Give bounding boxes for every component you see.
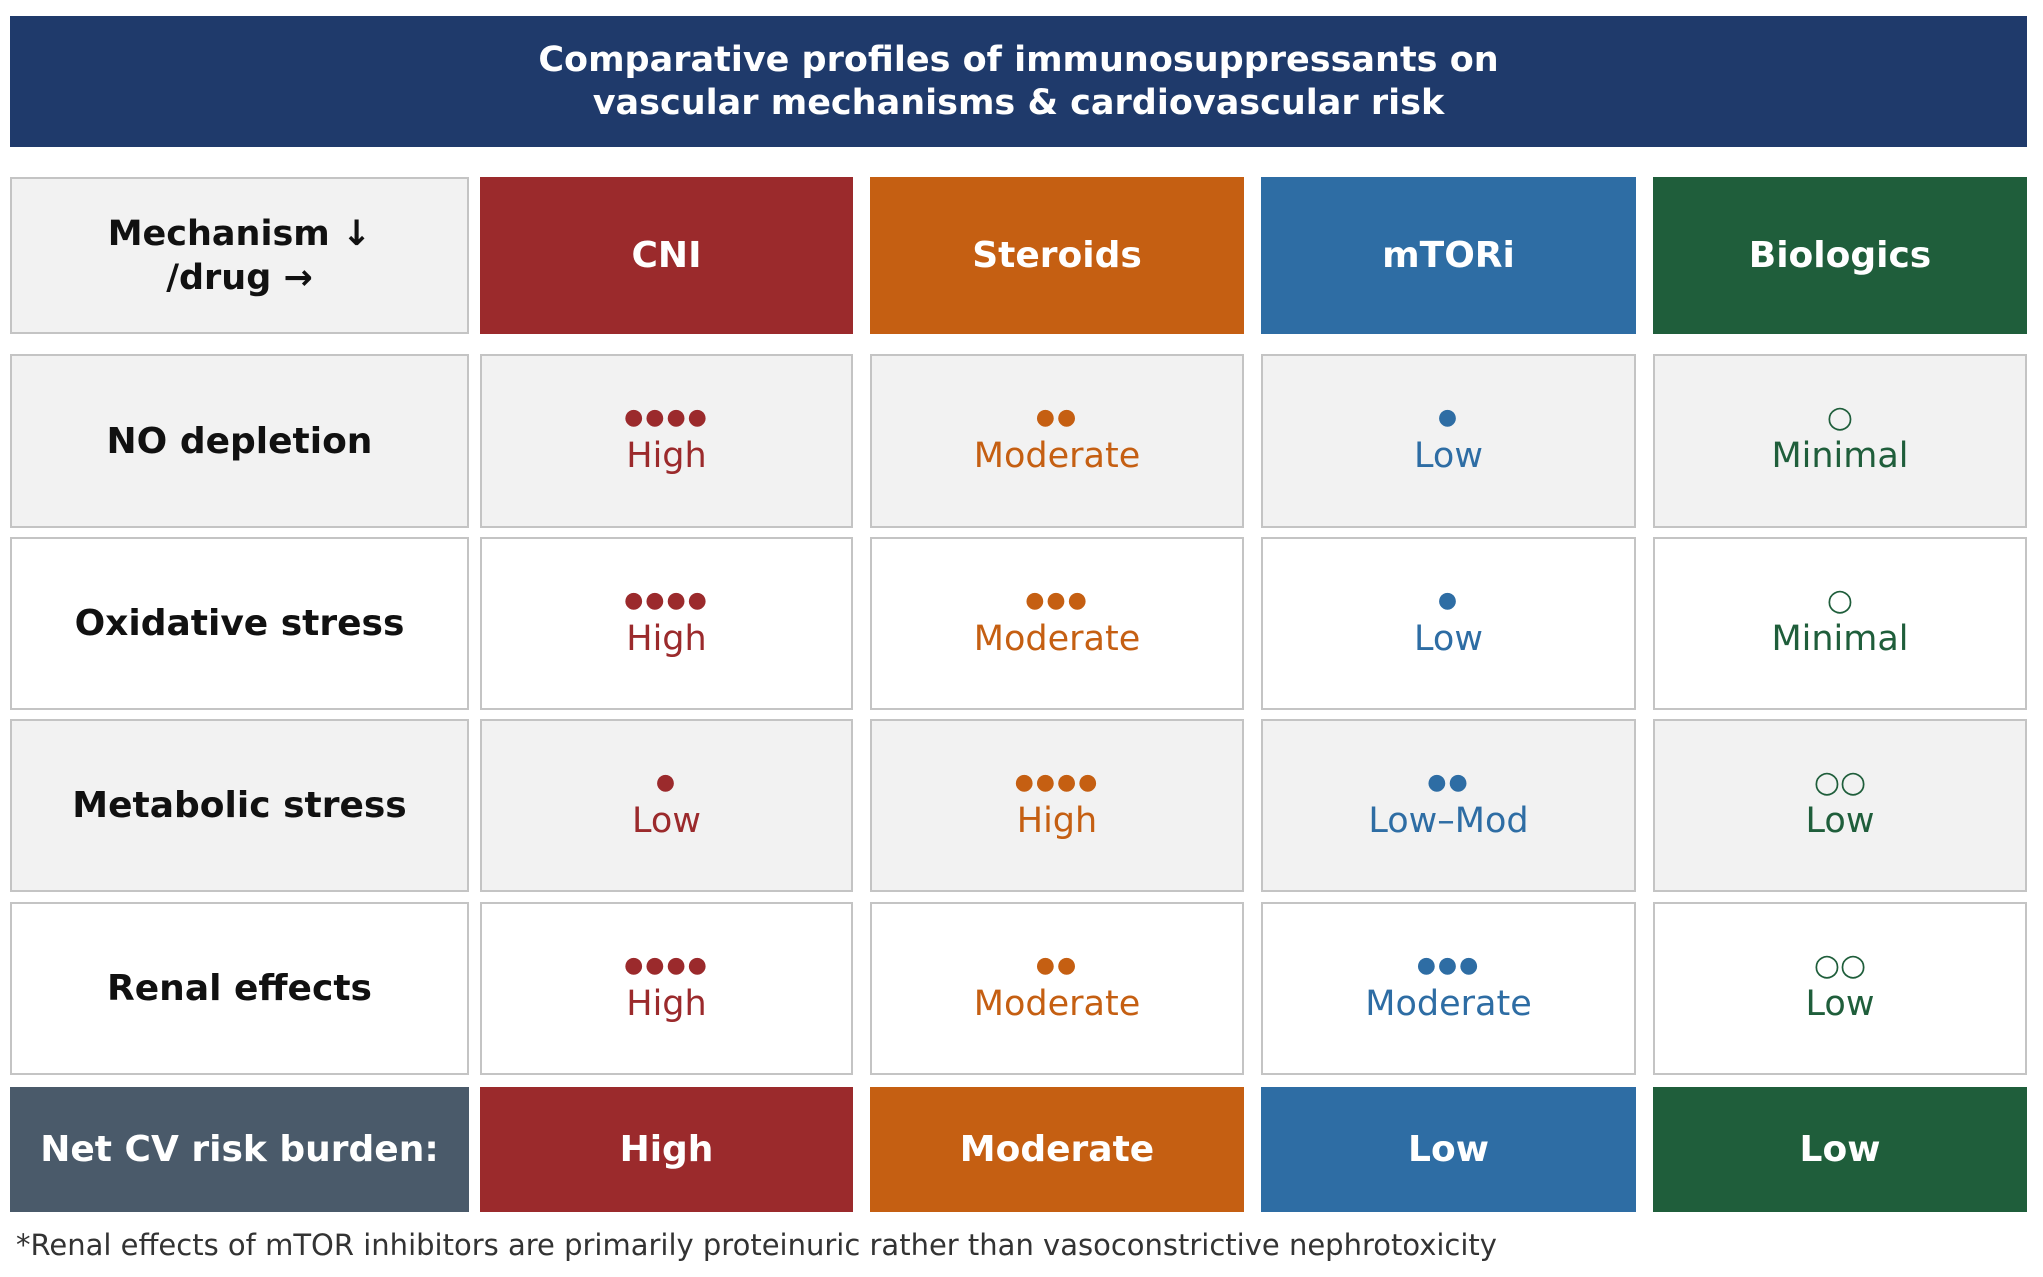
rating-cell: ●● Low–Mod: [1261, 719, 1636, 892]
title-line: Comparative profiles of immunosuppressan…: [538, 39, 1499, 80]
rating-level: Low: [1414, 618, 1483, 659]
column-header: mTORi: [1261, 177, 1636, 334]
row-label: Metabolic stress: [10, 719, 469, 892]
footer-value: Low: [1653, 1087, 2027, 1212]
rating-symbol: ●●●: [1025, 587, 1089, 613]
row-label: Oxidative stress: [10, 537, 469, 710]
rating-level: High: [1016, 800, 1098, 841]
rating-symbol: ○○: [1813, 764, 1867, 800]
rating-symbol: ●: [1437, 405, 1460, 430]
rating-symbol: ○: [1826, 582, 1854, 618]
rating-symbol: ●●●: [1416, 952, 1481, 978]
rating-cell: ●●● Moderate: [1261, 902, 1636, 1075]
rating-level: High: [626, 436, 707, 476]
rating-level: Low: [1805, 800, 1875, 841]
footer-value: High: [480, 1087, 853, 1212]
rating-cell: ●●●● High: [480, 902, 853, 1075]
rating-level: Moderate: [1365, 983, 1532, 1024]
rating-symbol: ●●: [1035, 952, 1079, 978]
rating-cell: ○ Minimal: [1653, 354, 2027, 528]
corner-text: /drug →: [166, 257, 313, 298]
rating-level: Minimal: [1771, 436, 1909, 476]
rating-level: Low: [632, 800, 701, 841]
footnote: *Renal effects of mTOR inhibitors are pr…: [16, 1228, 1497, 1262]
rating-cell: ● Low: [480, 719, 853, 892]
rating-cell: ●●●● High: [870, 719, 1244, 892]
rating-level: Minimal: [1771, 618, 1909, 659]
rating-symbol: ●●●●: [624, 587, 709, 613]
rating-symbol: ●: [655, 769, 678, 795]
rating-cell: ○ Minimal: [1653, 537, 2027, 710]
rating-level: Low: [1805, 983, 1875, 1024]
corner-text: Mechanism ↓: [107, 213, 372, 254]
rating-cell: ● Low: [1261, 537, 1636, 710]
rating-cell: ●● Moderate: [870, 902, 1244, 1075]
rating-cell: ●●● Moderate: [870, 537, 1244, 710]
footer-value: Moderate: [870, 1087, 1244, 1212]
rating-symbol: ○○: [1813, 947, 1867, 983]
rating-level: Moderate: [973, 618, 1141, 659]
rating-symbol: ●●●●: [624, 405, 709, 430]
rating-symbol: ●●●●: [624, 952, 709, 978]
rating-cell: ● Low: [1261, 354, 1636, 528]
column-header: Steroids: [870, 177, 1244, 334]
corner-cell: Mechanism ↓/drug →: [10, 177, 469, 334]
title-bar: Comparative profiles of immunosuppressan…: [10, 16, 2027, 147]
rating-cell: ●●●● High: [480, 537, 853, 710]
rating-level: High: [626, 983, 707, 1024]
rating-symbol: ●: [1437, 587, 1460, 613]
rating-cell: ○○ Low: [1653, 719, 2027, 892]
row-label: NO depletion: [10, 354, 469, 528]
title-line: vascular mechanisms & cardiovascular ris…: [592, 82, 1445, 123]
rating-level: Moderate: [973, 436, 1141, 476]
rating-level: Low–Mod: [1368, 800, 1529, 841]
rating-cell: ○○ Low: [1653, 902, 2027, 1075]
rating-symbol: ○: [1826, 400, 1854, 435]
column-header: Biologics: [1653, 177, 2027, 334]
rating-symbol: ●●: [1427, 769, 1470, 795]
rating-cell: ●●●● High: [480, 354, 853, 528]
rating-symbol: ●●●●: [1014, 769, 1100, 795]
rating-symbol: ●●: [1035, 405, 1079, 430]
rating-cell: ●● Moderate: [870, 354, 1244, 528]
column-header: CNI: [480, 177, 853, 334]
row-label: Renal effects: [10, 902, 469, 1075]
rating-level: High: [626, 618, 707, 659]
rating-level: Moderate: [973, 983, 1141, 1024]
rating-level: Low: [1414, 436, 1483, 476]
footer-value: Low: [1261, 1087, 1636, 1212]
footer-label: Net CV risk burden:: [10, 1087, 469, 1212]
